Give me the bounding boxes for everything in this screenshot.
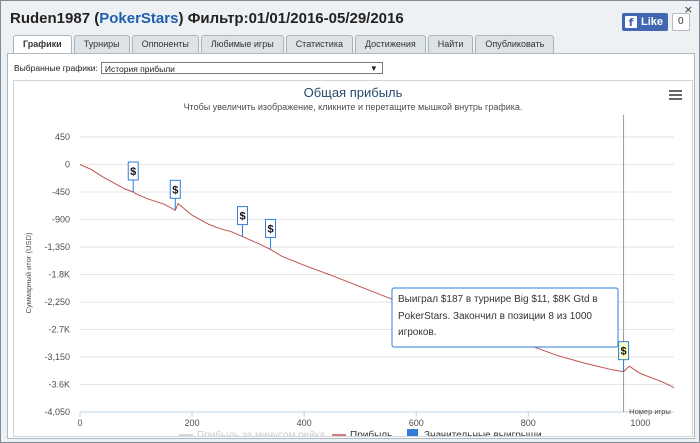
tooltip-text: Выиграл $187 в турнире Big $11, $8K Gtd … xyxy=(398,294,598,338)
y-tick-label: -3,150 xyxy=(44,352,70,362)
marker-flag xyxy=(169,179,181,199)
y-tick-label: 450 xyxy=(55,132,70,142)
x-tick-label: 200 xyxy=(185,418,200,428)
chart-title: Общая прибыль xyxy=(304,85,403,100)
chart-subtitle: Чтобы увеличить изображение, кликните и … xyxy=(184,102,523,112)
tab-statistics[interactable]: Статистика xyxy=(285,35,353,53)
facebook-like-label: Like xyxy=(641,16,664,28)
chart-selector-value: История прибыли xyxy=(104,64,175,74)
y-axis-ticks: 450 0 -450 -900 -1,350 -1.8K -2,250 -2.7K -3,150… xyxy=(44,132,70,417)
y-tick-label: -4,050 xyxy=(44,407,70,417)
marker-flag xyxy=(237,206,249,226)
x-tick-label: 800 xyxy=(521,418,536,428)
legend-label: Прибыль за минусом рейка xyxy=(197,429,326,436)
x-tick-label: 600 xyxy=(409,418,424,428)
hamburger-menu-icon[interactable] xyxy=(669,90,682,100)
facebook-like-widget[interactable]: f Like 0 xyxy=(622,13,690,31)
marker-label: $ xyxy=(621,346,627,358)
legend-swatch xyxy=(407,429,418,440)
marker-label: $ xyxy=(172,184,178,196)
tab-bar: Графики Турниры Оппоненты Любимые игры С… xyxy=(13,35,556,54)
big-win-marker[interactable]: $ xyxy=(265,218,277,250)
tab-publish[interactable]: Опубликовать xyxy=(475,35,555,53)
tooltip-content: Выиграл $187 в турнире Big $11, $8K Gtd … xyxy=(398,294,598,338)
chart-legend: Прибыль за минусом рейка Прибыль Значитель… xyxy=(179,429,542,441)
tab-charts[interactable]: Графики xyxy=(13,35,72,54)
legend-item[interactable]: Прибыль за минусом рейка xyxy=(179,429,326,441)
big-win-marker[interactable]: $ xyxy=(127,161,139,192)
profit-chart[interactable]: Общая прибыль Чтобы увеличить изображени… xyxy=(14,81,692,441)
legend-item[interactable]: Значительные выигрыши xyxy=(407,429,542,441)
big-win-marker[interactable]: $ xyxy=(618,341,630,372)
charts-panel: Выбранные графики: История прибыли ▼ Общ… xyxy=(7,53,695,441)
chart-selector-row: Выбранные графики: История прибыли ▼ xyxy=(14,62,383,74)
y-tick-label: -2.7K xyxy=(48,325,70,335)
marker-flag xyxy=(127,161,139,181)
tooltip-box xyxy=(391,287,619,348)
tab-achievements[interactable]: Достижения xyxy=(354,35,426,53)
y-tick-label: -900 xyxy=(52,215,70,225)
y-tick-label: -1.8K xyxy=(48,270,70,280)
x-tick-label: 400 xyxy=(297,418,312,428)
tab-search[interactable]: Найти xyxy=(427,35,474,53)
y-axis-label: Суммарный итог (USD) xyxy=(24,232,33,313)
legend-label: Прибыль xyxy=(350,429,392,436)
marker-label: $ xyxy=(130,166,136,178)
facebook-f-icon: f xyxy=(625,16,637,29)
marker-label: $ xyxy=(267,223,273,235)
legend-label: Значительные выигрыши xyxy=(424,430,542,436)
filter-range: Фильтр:01/01/2016-05/29/2016 xyxy=(187,10,404,27)
chart-tooltip: Выиграл $187 в турнире Big $11, $8K Gtd … xyxy=(391,287,619,348)
big-win-marker[interactable]: $ xyxy=(169,179,181,211)
player-name: Ruden1987 xyxy=(10,10,91,27)
facebook-like-button[interactable]: f Like xyxy=(622,13,669,31)
chart-series xyxy=(79,164,675,389)
legend-item[interactable]: Прибыль xyxy=(332,429,392,441)
big-win-marker[interactable]: $ xyxy=(237,206,249,237)
chart-grid xyxy=(80,136,674,413)
x-tick-label: 0 xyxy=(77,418,82,428)
window-title: Ruden1987 (PokerStars) Фильтр:01/01/2016… xyxy=(10,10,404,27)
chart-selector-dropdown[interactable]: История прибыли ▼ xyxy=(100,62,383,74)
x-axis-label: Номер игры xyxy=(629,407,671,416)
profit-chart-container[interactable]: Общая прибыль Чтобы увеличить изображени… xyxy=(13,80,693,441)
y-tick-label: -1,350 xyxy=(44,242,70,252)
dropdown-arrow-icon: ▼ xyxy=(369,64,378,73)
close-icon[interactable]: × xyxy=(683,3,693,16)
marker-flag xyxy=(618,341,630,361)
y-tick-label: 0 xyxy=(65,160,70,170)
tab-tournaments[interactable]: Турниры xyxy=(73,35,130,53)
y-tick-label: -3.6K xyxy=(48,380,70,390)
x-axis-ticks: 0 200 400 600 800 1000 xyxy=(77,412,650,428)
tab-favorite-games[interactable]: Любимые игры xyxy=(200,35,284,53)
y-tick-label: -2,250 xyxy=(44,297,70,307)
marker-label: $ xyxy=(239,211,245,223)
site-link[interactable]: PokerStars xyxy=(99,10,179,27)
tab-opponents[interactable]: Оппоненты xyxy=(131,35,199,53)
chart-selector-label: Выбранные графики: xyxy=(14,63,98,73)
marker-flag xyxy=(265,218,277,238)
facebook-like-count: 0 xyxy=(672,13,690,31)
series-line-profit xyxy=(79,164,675,389)
x-tick-label: 1000 xyxy=(630,418,650,428)
y-tick-label: -450 xyxy=(52,187,70,197)
